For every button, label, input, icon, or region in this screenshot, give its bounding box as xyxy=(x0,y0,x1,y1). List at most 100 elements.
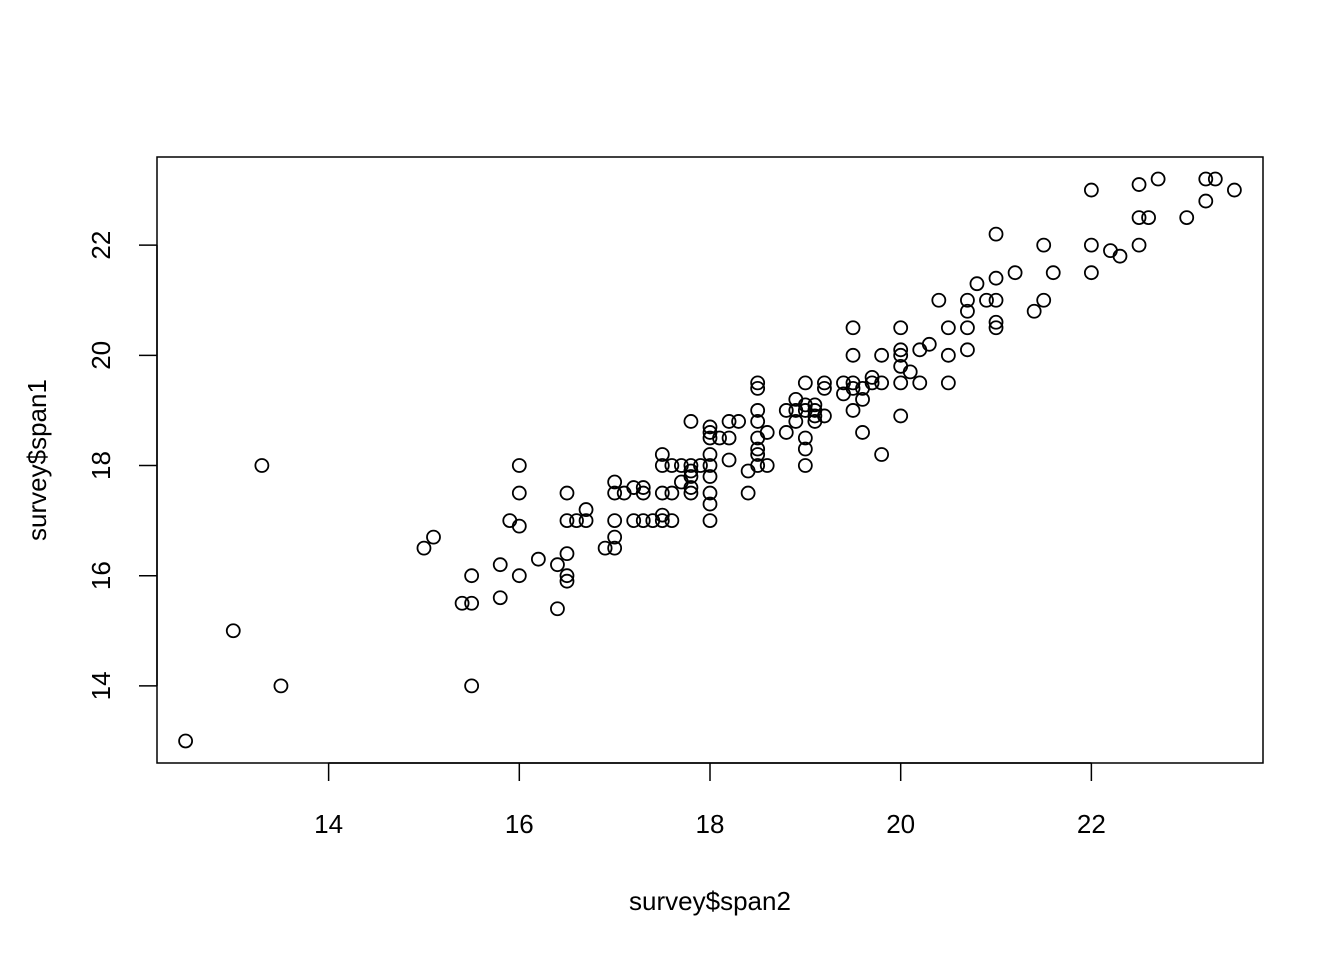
data-point xyxy=(683,414,699,429)
data-point xyxy=(702,513,718,528)
data-point xyxy=(626,513,642,528)
data-point xyxy=(731,414,747,429)
data-point xyxy=(464,595,480,611)
data-point xyxy=(693,458,708,473)
data-point xyxy=(778,425,794,440)
data-point xyxy=(807,397,823,413)
data-point xyxy=(683,469,699,484)
data-point xyxy=(607,474,623,490)
data-point xyxy=(845,380,861,396)
data-point xyxy=(988,270,1004,286)
data-point xyxy=(712,430,727,446)
data-point xyxy=(559,513,575,528)
data-point xyxy=(797,441,813,457)
y-axis-title: survey$span1 xyxy=(22,379,52,541)
data-point xyxy=(597,540,613,556)
x-tick-label: 16 xyxy=(505,809,534,839)
y-tick-label: 22 xyxy=(86,231,116,260)
data-point xyxy=(893,342,909,358)
data-point xyxy=(912,375,928,391)
data-point xyxy=(750,380,766,396)
data-point xyxy=(817,375,832,391)
data-point xyxy=(893,408,909,424)
data-point xyxy=(721,452,737,468)
data-point xyxy=(1026,303,1042,319)
data-point xyxy=(511,485,527,501)
x-axis: 14 16 18 20 22 xyxy=(314,762,1106,839)
data-point xyxy=(817,408,832,424)
data-point xyxy=(464,568,480,584)
data-point xyxy=(921,336,937,352)
data-point xyxy=(673,474,689,490)
data-point xyxy=(855,425,870,440)
data-point xyxy=(664,458,680,473)
data-point xyxy=(960,320,975,336)
data-point xyxy=(778,403,794,418)
data-point xyxy=(1131,177,1147,192)
data-point xyxy=(683,485,699,501)
data-point xyxy=(635,485,651,501)
data-point xyxy=(874,447,890,462)
data-point xyxy=(492,590,508,606)
data-point xyxy=(759,458,775,473)
data-point xyxy=(273,678,289,694)
data-point xyxy=(960,342,975,358)
data-point xyxy=(788,414,804,429)
y-tick-label: 18 xyxy=(86,451,116,480)
data-point xyxy=(855,391,870,407)
data-point xyxy=(464,678,480,694)
data-point xyxy=(1141,210,1156,226)
data-point xyxy=(797,458,813,473)
data-point xyxy=(893,320,909,336)
data-point xyxy=(1226,182,1242,198)
data-point xyxy=(550,557,565,573)
data-point xyxy=(797,375,813,391)
data-point xyxy=(940,347,956,363)
data-point xyxy=(1198,193,1214,209)
data-point xyxy=(683,458,699,473)
data-point xyxy=(960,303,975,319)
data-point xyxy=(607,540,623,556)
points-layer xyxy=(178,171,1242,749)
data-point xyxy=(664,485,680,501)
data-point xyxy=(912,342,928,358)
data-point xyxy=(654,485,670,501)
data-point xyxy=(740,485,756,501)
data-point xyxy=(1083,182,1099,198)
data-point xyxy=(702,496,718,512)
data-point xyxy=(721,430,737,446)
data-point xyxy=(988,320,1004,336)
data-point xyxy=(1131,210,1147,226)
data-point xyxy=(1179,210,1195,226)
data-point xyxy=(845,347,861,363)
data-point xyxy=(607,485,623,501)
data-point xyxy=(559,568,575,584)
data-point xyxy=(559,485,575,501)
data-point xyxy=(750,447,766,462)
data-point xyxy=(654,513,670,528)
data-point xyxy=(721,414,737,429)
data-point xyxy=(750,441,766,457)
data-point xyxy=(988,226,1004,242)
data-point xyxy=(578,513,594,528)
data-point xyxy=(740,463,756,479)
data-point xyxy=(702,419,718,435)
data-point xyxy=(683,480,699,495)
data-point xyxy=(426,529,441,545)
y-axis: 14 16 18 20 22 xyxy=(86,231,158,700)
data-point xyxy=(225,623,241,639)
data-point xyxy=(874,375,890,391)
data-point xyxy=(940,320,956,336)
y-tick-label: 16 xyxy=(86,561,116,590)
data-point xyxy=(969,276,985,292)
x-tick-label: 20 xyxy=(886,809,915,839)
data-point xyxy=(797,430,813,446)
data-point xyxy=(178,733,194,749)
data-point xyxy=(569,513,584,528)
data-point xyxy=(893,347,909,363)
data-point xyxy=(1045,265,1061,281)
data-point xyxy=(616,485,632,501)
data-point xyxy=(492,557,508,573)
data-point xyxy=(750,458,766,473)
